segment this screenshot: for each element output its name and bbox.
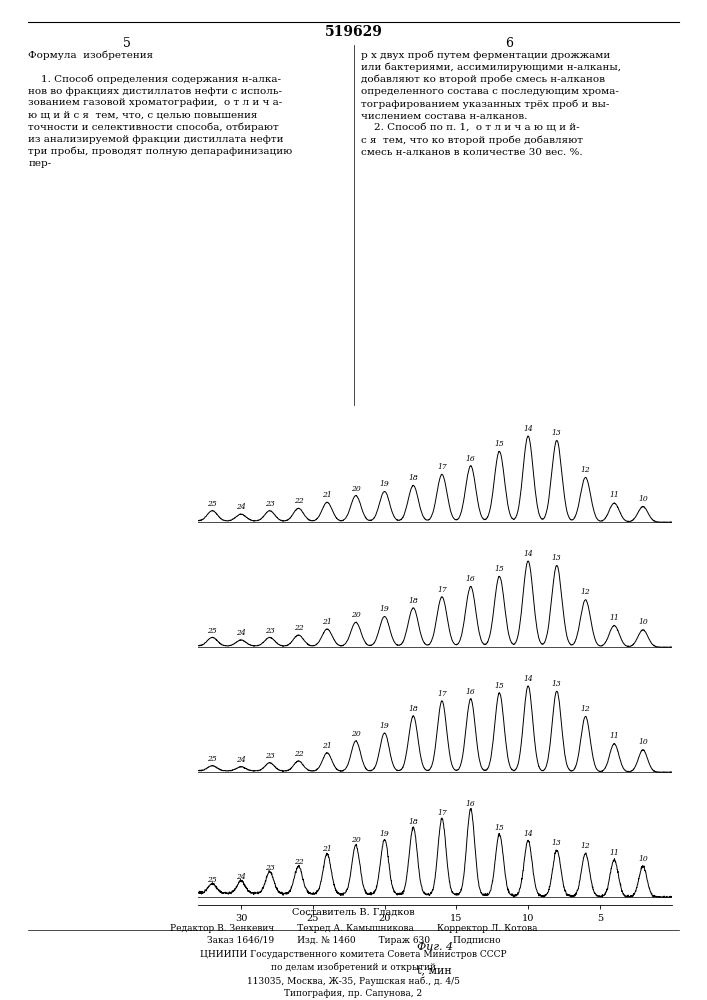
Text: 12: 12	[580, 705, 590, 713]
Text: 14: 14	[523, 550, 533, 558]
Text: 13: 13	[552, 680, 561, 688]
Text: р х двух проб путем ферментации дрожжами
или бактериями, ассимилирующими н-алкан: р х двух проб путем ферментации дрожжами…	[361, 50, 621, 157]
Text: 12: 12	[580, 588, 590, 596]
Text: Фиг. 4: Фиг. 4	[416, 942, 453, 952]
Text: 16: 16	[466, 688, 476, 696]
Text: по делам изобретений и открытий: по делам изобретений и открытий	[271, 963, 436, 972]
Text: Фиг. 3: Фиг. 3	[416, 805, 453, 815]
Text: t, мин: t, мин	[417, 965, 452, 975]
Text: 17: 17	[437, 809, 447, 817]
Text: 15: 15	[494, 565, 504, 573]
Text: Заказ 1646/19        Изд. № 1460        Тираж 630        Подписно: Заказ 1646/19 Изд. № 1460 Тираж 630 Подп…	[206, 936, 501, 945]
Text: Редактор В. Зенкевич        Техред А. Камышникова        Корректор Л. Котова: Редактор В. Зенкевич Техред А. Камышнико…	[170, 924, 537, 933]
Text: 19: 19	[380, 830, 390, 838]
Text: 18: 18	[409, 818, 418, 826]
Text: 18: 18	[409, 705, 418, 713]
Text: 21: 21	[322, 742, 332, 750]
Text: 17: 17	[437, 463, 447, 471]
Text: 20: 20	[351, 730, 361, 738]
Text: 25: 25	[207, 627, 217, 635]
Text: 24: 24	[236, 503, 246, 511]
Text: 24: 24	[236, 756, 246, 764]
Text: 22: 22	[293, 624, 303, 632]
Text: 23: 23	[265, 627, 274, 635]
Text: 23: 23	[265, 752, 274, 760]
Text: 11: 11	[609, 491, 619, 499]
Text: 10: 10	[638, 495, 648, 503]
Text: 24: 24	[236, 873, 246, 881]
Text: Фиг. 2: Фиг. 2	[416, 680, 453, 690]
Text: ЦНИИПИ Государственного комитета Совета Министров СССР: ЦНИИПИ Государственного комитета Совета …	[200, 950, 507, 959]
Text: 15: 15	[494, 440, 504, 448]
Text: 13: 13	[552, 839, 561, 847]
Text: Фиг. 1: Фиг. 1	[416, 555, 453, 565]
Text: Типография, пр. Сапунова, 2: Типография, пр. Сапунова, 2	[284, 989, 423, 998]
Text: 25: 25	[207, 755, 217, 763]
Text: 15: 15	[494, 824, 504, 832]
Text: 16: 16	[466, 455, 476, 463]
Text: 5: 5	[123, 37, 132, 50]
Text: 14: 14	[523, 830, 533, 838]
Text: 11: 11	[609, 614, 619, 622]
Text: 25: 25	[207, 876, 217, 884]
Text: 23: 23	[265, 864, 274, 872]
Text: 14: 14	[523, 425, 533, 433]
Text: 6: 6	[505, 37, 513, 50]
Text: 20: 20	[351, 836, 361, 844]
Text: 21: 21	[322, 491, 332, 499]
Text: 16: 16	[466, 800, 476, 808]
Text: 12: 12	[580, 842, 590, 850]
Text: 22: 22	[293, 750, 303, 758]
Text: 13: 13	[552, 429, 561, 437]
Text: 22: 22	[293, 858, 303, 866]
Text: 519629: 519629	[325, 25, 382, 39]
Text: 23: 23	[265, 500, 274, 508]
Text: 17: 17	[437, 690, 447, 698]
Text: 21: 21	[322, 845, 332, 853]
Text: 17: 17	[437, 586, 447, 594]
Text: 12: 12	[580, 466, 590, 474]
Text: 15: 15	[494, 682, 504, 690]
Text: 25: 25	[207, 500, 217, 508]
Text: 24: 24	[236, 629, 246, 637]
Text: 18: 18	[409, 597, 418, 605]
Text: 18: 18	[409, 474, 418, 482]
Text: 16: 16	[466, 575, 476, 583]
Text: 21: 21	[322, 618, 332, 626]
Text: 20: 20	[351, 485, 361, 493]
Text: 10: 10	[638, 738, 648, 746]
Text: 10: 10	[638, 618, 648, 626]
Text: 13: 13	[552, 554, 561, 562]
Text: Составитель В. Гладков: Составитель В. Гладков	[292, 908, 415, 917]
Text: Формула  изобретения

    1. Способ определения содержания н-алка-
нов во фракци: Формула изобретения 1. Способ определени…	[28, 50, 293, 168]
Text: 11: 11	[609, 849, 619, 857]
Text: 19: 19	[380, 605, 390, 613]
Text: 11: 11	[609, 732, 619, 740]
Text: 113035, Москва, Ж-35, Раушская наб., д. 4/5: 113035, Москва, Ж-35, Раушская наб., д. …	[247, 976, 460, 986]
Text: 19: 19	[380, 722, 390, 730]
Text: 14: 14	[523, 675, 533, 683]
Text: 20: 20	[351, 611, 361, 619]
Text: 22: 22	[293, 497, 303, 505]
Text: 10: 10	[638, 855, 648, 863]
Text: 19: 19	[380, 480, 390, 488]
